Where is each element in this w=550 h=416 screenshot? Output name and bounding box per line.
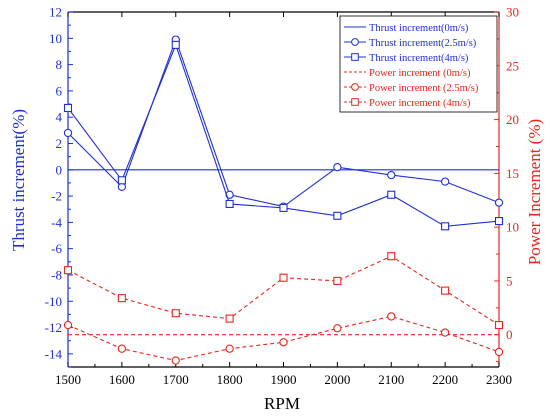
series-line-power-increment-4m-s (67, 255, 500, 326)
data-point-circle (171, 356, 180, 365)
y-left-tick-label: -10 (45, 294, 62, 309)
legend-label: Power increment (0m/s) (369, 68, 471, 79)
x-tick-label: 2000 (324, 372, 350, 387)
y-left-tick-label: 4 (56, 110, 63, 125)
y-left-tick-label: 6 (56, 83, 63, 98)
y-axis-left-title: Thrust increment(%) (9, 109, 28, 251)
y-right-tick-label: 0 (506, 327, 513, 342)
y-left-tick-label: 8 (56, 57, 63, 72)
data-point-square (387, 190, 396, 199)
data-point-circle (63, 128, 73, 138)
y-left-tick-label: -4 (51, 215, 62, 230)
x-tick-label: 2300 (486, 372, 512, 387)
x-tick-label: 1800 (217, 372, 243, 387)
legend-label: Power increment (2.5m/s) (369, 83, 479, 94)
data-point-circle (494, 198, 504, 207)
legend-label: Power increment (4m/s) (369, 98, 471, 109)
x-tick-label: 2100 (378, 372, 404, 387)
data-point-square (171, 309, 180, 318)
data-point-circle (333, 324, 342, 333)
data-point-square (117, 176, 126, 185)
legend-label: Thrust increment(0m/s) (369, 23, 469, 34)
y-axis-right-title: Power Increment (%) (525, 119, 544, 265)
data-point-square (333, 211, 342, 220)
data-point-square (494, 217, 504, 226)
data-point-square (225, 314, 234, 323)
data-point-square (494, 320, 504, 330)
x-axis-title: RPM (264, 394, 300, 413)
data-point-square (441, 222, 450, 231)
y-left-tick-label: -12 (45, 320, 62, 335)
data-point-circle (63, 320, 73, 330)
data-point-square (441, 286, 450, 295)
y-right-tick-label: 5 (506, 273, 513, 288)
data-point-circle (117, 182, 127, 192)
y-right-tick-label: 10 (506, 220, 519, 235)
x-tick-label: 1500 (55, 372, 81, 387)
legend-box (339, 15, 498, 113)
series-line-power-increment-2-5m-s (67, 315, 500, 362)
data-point-circle (279, 338, 288, 347)
x-tick-label: 1600 (109, 372, 135, 387)
x-tick-label: 2200 (432, 372, 458, 387)
legend-label: Thrust increment(4m/s) (369, 53, 469, 64)
y-left-tick-label: -6 (51, 241, 62, 256)
legend-swatch-square (351, 98, 359, 106)
y-left-tick-label: 12 (49, 5, 62, 20)
legend-swatch-circle (351, 38, 359, 46)
data-point-square (333, 276, 342, 285)
data-point-square (279, 203, 288, 212)
x-tick-label: 1700 (163, 372, 189, 387)
data-point-circle (440, 328, 450, 337)
data-point-square (63, 266, 73, 275)
y-left-tick-label: -2 (51, 189, 62, 204)
data-point-square (387, 252, 396, 261)
data-point-circle (225, 344, 234, 353)
data-point-circle (387, 170, 396, 180)
data-point-circle (333, 162, 342, 172)
y-left-tick-label: -14 (45, 346, 63, 361)
y-right-tick-label: 15 (506, 166, 519, 181)
data-point-square (225, 199, 234, 209)
legend-label: Thrust increment(2.5m/s) (369, 38, 477, 49)
data-point-circle (387, 312, 396, 321)
y-right-tick-label: 30 (506, 5, 519, 20)
y-left-tick-label: 2 (56, 136, 63, 151)
data-point-circle (117, 344, 127, 353)
legend-swatch-circle (351, 83, 359, 91)
data-point-square (63, 103, 73, 113)
y-left-tick-label: -8 (51, 267, 62, 282)
y-left-tick-label: 0 (56, 162, 63, 177)
data-point-circle (494, 347, 504, 357)
data-point-square (117, 294, 126, 303)
data-point-square (171, 40, 180, 49)
data-point-circle (440, 177, 450, 186)
y-right-tick-label: 25 (506, 58, 519, 73)
legend-swatch-square (351, 53, 359, 61)
y-right-tick-label: 20 (506, 112, 519, 127)
y-left-tick-label: 10 (49, 31, 62, 46)
data-point-square (279, 273, 288, 282)
x-tick-label: 1900 (271, 372, 297, 387)
